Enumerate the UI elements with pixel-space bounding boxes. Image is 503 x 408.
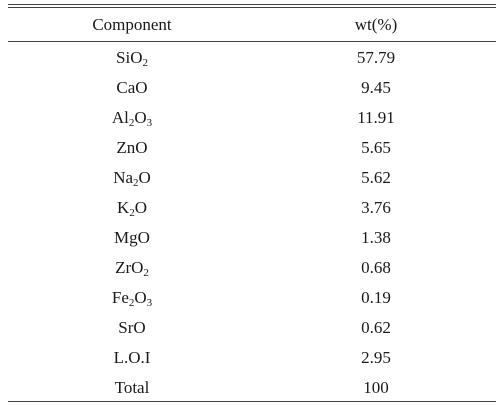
table-row: SrO 0.62 (8, 313, 496, 343)
table-row: K2O 3.76 (8, 193, 496, 223)
formula-subscript: 2 (128, 117, 135, 129)
wt-percent-cell: 1.38 (361, 228, 391, 247)
table-row: ZrO2 0.68 (8, 253, 496, 283)
component-cell: Na2O (8, 168, 256, 189)
formula-subscript: 2 (143, 267, 149, 279)
wt-percent-cell: 5.65 (361, 138, 391, 157)
formula-text: Fe (111, 288, 129, 307)
formula-text: O (134, 198, 148, 217)
bottom-rule (8, 401, 496, 402)
wt-percent-cell: 9.45 (361, 78, 391, 97)
formula-text: MgO (114, 228, 150, 247)
header-rule (8, 41, 496, 42)
component-cell: SiO2 (8, 48, 256, 69)
formula-text: O (138, 168, 151, 187)
header-wt-percent: wt(%) (354, 15, 398, 34)
table-header-row: Component wt(%) (8, 11, 496, 39)
formula-text: SrO (118, 318, 146, 337)
formula-text: ZrO (115, 258, 144, 277)
formula-text: Total (114, 378, 150, 397)
table-row: CaO 9.45 (8, 73, 496, 103)
component-cell: Total (8, 378, 256, 398)
component-cell: CaO (8, 78, 256, 98)
formula-subscript: 2 (129, 207, 135, 219)
header-component: Component (92, 15, 172, 34)
table-row: Na2O 5.62 (8, 163, 496, 193)
wt-percent-cell: 100 (363, 378, 389, 397)
component-cell: SrO (8, 318, 256, 338)
top-rule-upper (8, 4, 496, 5)
table-row: Fe2O3 0.19 (8, 283, 496, 313)
wt-percent-cell: 3.76 (361, 198, 391, 217)
wt-percent-cell: 0.68 (361, 258, 391, 277)
component-cell: L.O.I (8, 348, 256, 368)
component-cell: MgO (8, 228, 256, 248)
table-row: Total 100 (8, 373, 496, 403)
formula-subscript: 3 (146, 297, 153, 309)
formula-subscript: 2 (133, 177, 139, 189)
wt-percent-cell: 0.62 (361, 318, 391, 337)
formula-text: O (134, 288, 147, 307)
table-row: L.O.I 2.95 (8, 343, 496, 373)
formula-subscript: 2 (142, 57, 148, 69)
component-cell: K2O (8, 198, 256, 219)
component-cell: ZrO2 (8, 258, 256, 279)
formula-text: SiO (116, 48, 143, 67)
wt-percent-cell: 11.91 (357, 108, 395, 127)
formula-text: ZnO (116, 138, 148, 157)
table-row: ZnO 5.65 (8, 133, 496, 163)
component-cell: Fe2O3 (8, 288, 256, 309)
wt-percent-cell: 2.95 (361, 348, 391, 367)
formula-subscript: 2 (128, 297, 135, 309)
table-row: SiO2 57.79 (8, 43, 496, 73)
formula-text: CaO (116, 78, 148, 97)
table-row: Al2O3 11.91 (8, 103, 496, 133)
formula-text: O (134, 108, 147, 127)
wt-percent-cell: 5.62 (361, 168, 391, 187)
formula-subscript: 3 (146, 117, 153, 129)
formula-text: L.O.I (113, 348, 151, 367)
table-row: MgO 1.38 (8, 223, 496, 253)
component-cell: Al2O3 (8, 108, 256, 129)
table-body: SiO2 57.79 CaO 9.45 Al2O3 11.91 ZnO 5.65 Na2O 5.6… (8, 43, 496, 403)
top-rule-lower (8, 7, 496, 8)
formula-text: Na (113, 168, 134, 187)
wt-percent-cell: 57.79 (356, 48, 396, 67)
formula-text: K (116, 198, 130, 217)
wt-percent-cell: 0.19 (361, 288, 391, 307)
formula-text: Al (111, 108, 129, 127)
component-cell: ZnO (8, 138, 256, 158)
